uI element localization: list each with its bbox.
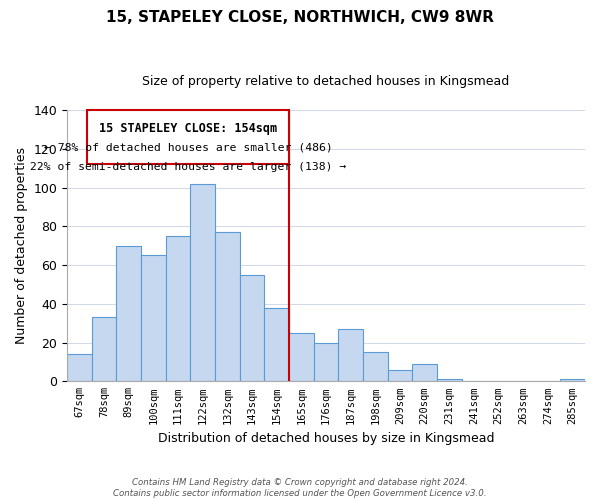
Bar: [289, 333, 314, 382]
Bar: [92, 318, 116, 382]
Bar: [363, 352, 388, 382]
Text: Contains HM Land Registry data © Crown copyright and database right 2024.
Contai: Contains HM Land Registry data © Crown c…: [113, 478, 487, 498]
Bar: [141, 256, 166, 382]
Bar: [240, 274, 265, 382]
Bar: [560, 380, 585, 382]
Bar: [388, 370, 412, 382]
Bar: [437, 380, 462, 382]
Bar: [265, 308, 289, 382]
Title: Size of property relative to detached houses in Kingsmead: Size of property relative to detached ho…: [142, 75, 510, 88]
Text: 22% of semi-detached houses are larger (138) →: 22% of semi-detached houses are larger (…: [30, 162, 346, 172]
Bar: [116, 246, 141, 382]
Bar: [314, 342, 338, 382]
Bar: [215, 232, 240, 382]
Bar: [412, 364, 437, 382]
Y-axis label: Number of detached properties: Number of detached properties: [15, 147, 28, 344]
X-axis label: Distribution of detached houses by size in Kingsmead: Distribution of detached houses by size …: [158, 432, 494, 445]
Bar: [190, 184, 215, 382]
Text: 15, STAPELEY CLOSE, NORTHWICH, CW9 8WR: 15, STAPELEY CLOSE, NORTHWICH, CW9 8WR: [106, 10, 494, 25]
Bar: [87, 110, 289, 164]
Text: 15 STAPELEY CLOSE: 154sqm: 15 STAPELEY CLOSE: 154sqm: [99, 122, 277, 134]
Bar: [166, 236, 190, 382]
Text: ← 78% of detached houses are smaller (486): ← 78% of detached houses are smaller (48…: [44, 143, 332, 153]
Bar: [338, 329, 363, 382]
Bar: [67, 354, 92, 382]
